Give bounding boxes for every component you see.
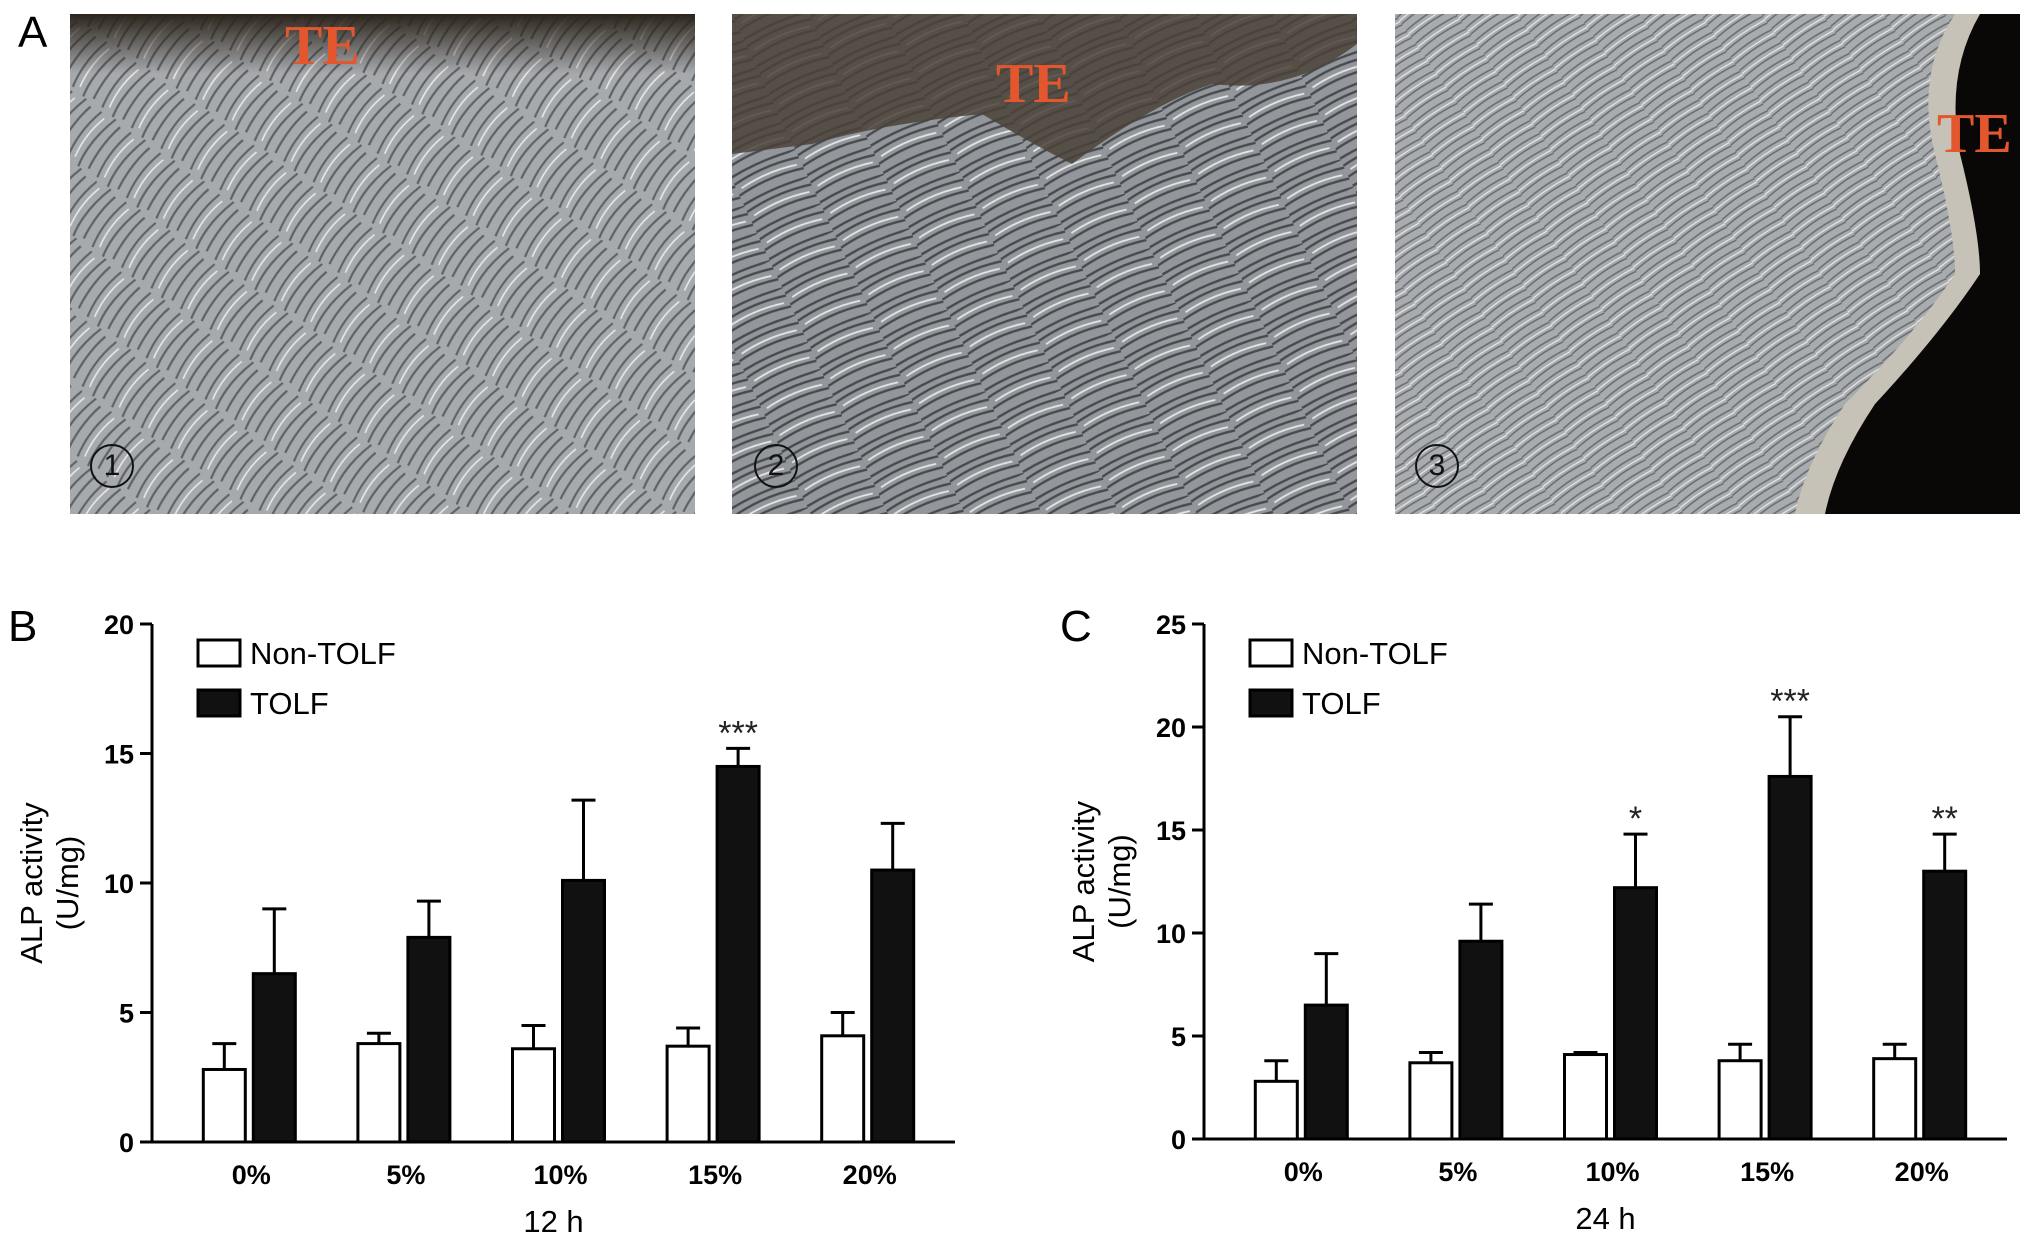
x-tick-label: 0%	[1284, 1157, 1323, 1187]
x-tick-label: 20%	[1895, 1157, 1949, 1187]
micrograph-1	[70, 14, 695, 514]
y-axis-label: ALP activity	[14, 802, 49, 964]
bar-tolf	[1767, 774, 1813, 1141]
y-tick-label: 10	[104, 869, 134, 899]
y-tick-label: 20	[104, 610, 134, 640]
legend-label: Non-TOLF	[250, 636, 396, 671]
image-number-2: 2	[754, 444, 798, 488]
bar-non-tolf	[1253, 1079, 1299, 1141]
y-tick-label: 15	[104, 740, 134, 770]
bar-non-tolf	[201, 1067, 247, 1144]
x-tick-label: 15%	[688, 1160, 742, 1190]
y-axis-unit: (U/mg)	[50, 836, 85, 931]
y-tick-label: 0	[1171, 1125, 1186, 1155]
bar-tolf	[561, 878, 606, 1144]
bar-non-tolf	[820, 1034, 866, 1144]
legend-swatch	[1248, 688, 1294, 718]
x-tick-label: 15%	[1740, 1157, 1794, 1187]
y-tick-label: 5	[1171, 1022, 1186, 1052]
y-tick-label: 25	[1156, 610, 1186, 640]
legend-label: TOLF	[1302, 686, 1381, 721]
legend-swatch	[196, 688, 242, 718]
bar-tolf	[1303, 1003, 1349, 1141]
panel-b-letter: B	[8, 602, 38, 651]
x-tick-label: 0%	[232, 1160, 271, 1190]
bar-tolf	[870, 868, 916, 1144]
x-axis-label: 24 h	[1575, 1201, 1635, 1236]
x-tick-label: 10%	[1585, 1157, 1639, 1187]
te-label-2: TE	[996, 53, 1071, 115]
y-tick-label: 20	[1156, 713, 1186, 743]
bar-non-tolf	[1563, 1053, 1608, 1141]
significance-mark: **	[1931, 800, 1957, 838]
legend-label: Non-TOLF	[1302, 636, 1448, 671]
y-tick-label: 0	[119, 1128, 134, 1158]
y-axis-unit: (U/mg)	[1102, 834, 1137, 929]
panel-a-letter: A	[18, 8, 48, 57]
bar-tolf	[1458, 939, 1504, 1141]
legend-swatch	[196, 638, 242, 668]
bar-non-tolf	[665, 1044, 711, 1144]
x-axis-label: 12 h	[523, 1204, 583, 1239]
x-tick-label: 10%	[533, 1160, 587, 1190]
x-tick-label: 20%	[843, 1160, 897, 1190]
bar-tolf	[1613, 886, 1658, 1141]
te-label-3: TE	[1937, 103, 2012, 165]
legend-label: TOLF	[250, 686, 329, 721]
bar-non-tolf	[1408, 1061, 1454, 1141]
panel-c-letter: C	[1060, 602, 1092, 651]
bar-tolf	[251, 972, 297, 1144]
x-tick-label: 5%	[1438, 1157, 1477, 1187]
te-label-1: TE	[285, 15, 360, 77]
y-tick-label: 15	[1156, 816, 1186, 846]
x-tick-label: 5%	[386, 1160, 425, 1190]
image-number-1: 1	[90, 444, 134, 488]
significance-mark: ***	[718, 714, 758, 752]
bar-non-tolf	[1717, 1059, 1763, 1141]
bar-tolf	[1922, 869, 1968, 1141]
y-tick-label: 5	[119, 999, 134, 1029]
y-tick-label: 10	[1156, 919, 1186, 949]
micrograph-2	[732, 14, 1357, 514]
bar-non-tolf	[1872, 1057, 1918, 1141]
micrograph-3	[1395, 14, 2020, 514]
significance-mark: ***	[1770, 683, 1810, 721]
image-number-3: 3	[1415, 444, 1459, 488]
y-axis-label: ALP activity	[1066, 800, 1101, 962]
legend-swatch	[1248, 638, 1294, 668]
significance-mark: *	[1629, 800, 1642, 838]
